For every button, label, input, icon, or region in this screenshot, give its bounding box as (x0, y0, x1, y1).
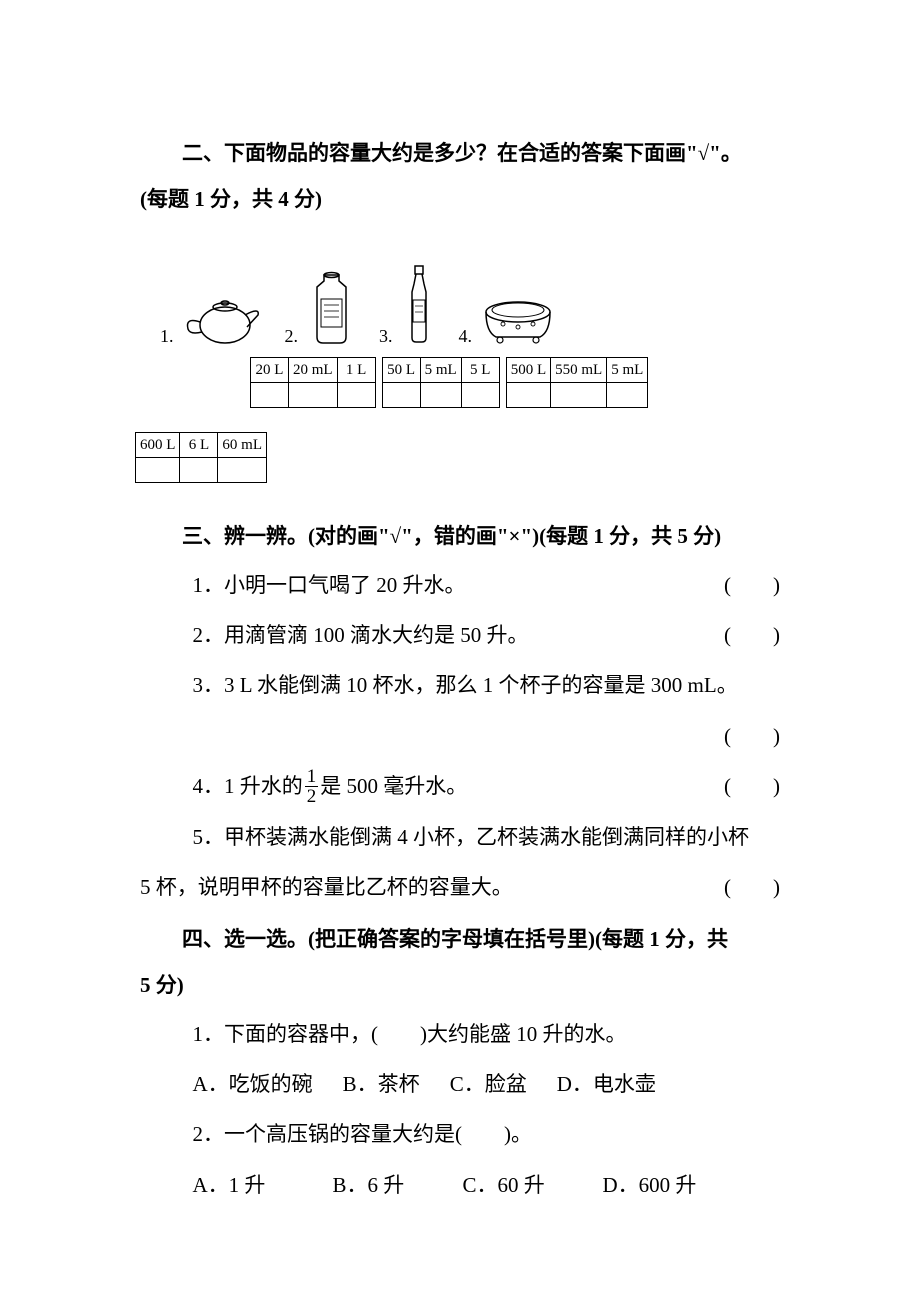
image-item-3: 3. (379, 262, 439, 347)
answer-cell[interactable] (382, 383, 420, 408)
section-2-title-line1: 二、下面物品的容量大约是多少？在合适的答案下面画"√"。 (140, 130, 780, 176)
answer-paren[interactable]: ( ) (724, 560, 780, 610)
fraction-half: 12 (305, 767, 319, 806)
section-4-title-l1: 四、选一选。(把正确答案的字母填在括号里)(每题 1 分，共 (140, 916, 780, 962)
answer-paren[interactable]: ( ) (724, 761, 780, 811)
s3-q2: 2．用滴管滴 100 滴水大约是 50 升。 ( ) (140, 610, 780, 660)
choice-table-4: 600 L 6 L 60 mL (135, 432, 267, 483)
item-number-3: 3. (379, 326, 393, 347)
table-cell: 600 L (136, 433, 180, 458)
option-c[interactable]: C．脸盆 (450, 1059, 527, 1109)
answer-paren[interactable]: ( ) (724, 711, 780, 761)
s4-q2-options: A．1 升 B．6 升 C．60 升 D．600 升 (140, 1160, 780, 1210)
section-2-images-row: 1. 2. 3. (160, 262, 780, 347)
table-cell: 550 mL (551, 358, 607, 383)
choice-table-2: 50 L 5 mL 5 L (382, 357, 500, 408)
s3-q4-pre: 4．1 升水的 (193, 774, 303, 798)
teapot-icon (180, 287, 265, 347)
choice-table-1: 20 L 20 mL 1 L (250, 357, 376, 408)
answer-cell[interactable] (461, 383, 499, 408)
fraction-den: 2 (305, 786, 319, 806)
item-number-4: 4. (459, 326, 473, 347)
rice-cooker-icon (478, 292, 558, 347)
choice-table-3: 500 L 550 mL 5 mL (506, 357, 649, 408)
section-4: 四、选一选。(把正确答案的字母填在括号里)(每题 1 分，共 5 分) 1．下面… (140, 916, 780, 1210)
table-cell: 5 L (461, 358, 499, 383)
section-2: 二、下面物品的容量大约是多少？在合适的答案下面画"√"。 (每题 1 分，共 4… (140, 130, 780, 483)
image-item-2: 2. (285, 267, 360, 347)
s3-q1-text: 1．小明一口气喝了 20 升水。 (193, 560, 466, 610)
s3-q5-l2-text: 5 杯，说明甲杯的容量比乙杯的容量大。 (140, 862, 513, 912)
answer-cell[interactable] (218, 458, 267, 483)
answer-paren[interactable]: ( ) (724, 610, 780, 660)
s3-q4: 4．1 升水的12是 500 毫升水。 ( ) (140, 761, 780, 811)
answer-cell[interactable] (289, 383, 338, 408)
option-d[interactable]: D．600 升 (603, 1160, 697, 1210)
section-3: 三、辨一辨。(对的画"√"，错的画"×")(每题 1 分，共 5 分) 1．小明… (140, 513, 780, 912)
s3-q2-text: 2．用滴管滴 100 滴水大约是 50 升。 (193, 610, 529, 660)
answer-cell[interactable] (337, 383, 375, 408)
table-cell: 50 L (382, 358, 420, 383)
table-cell: 20 L (251, 358, 289, 383)
option-d[interactable]: D．电水壶 (557, 1059, 656, 1109)
s3-q4-post: 是 500 毫升水。 (320, 774, 467, 798)
table-cell: 5 mL (420, 358, 461, 383)
table-cell: 5 mL (607, 358, 648, 383)
option-b[interactable]: B．茶杯 (343, 1059, 420, 1109)
table-cell: 1 L (337, 358, 375, 383)
s3-q1: 1．小明一口气喝了 20 升水。 ( ) (140, 560, 780, 610)
fraction-num: 1 (305, 767, 319, 786)
section-3-title: 三、辨一辨。(对的画"√"，错的画"×")(每题 1 分，共 5 分) (140, 513, 780, 559)
table-cell: 20 mL (289, 358, 338, 383)
s4-q1: 1．下面的容器中，( )大约能盛 10 升的水。 (140, 1009, 780, 1059)
s4-q2: 2．一个高压锅的容量大约是( )。 (140, 1109, 780, 1159)
answer-cell[interactable] (607, 383, 648, 408)
answer-cell[interactable] (551, 383, 607, 408)
item-number-1: 1. (160, 326, 174, 347)
image-item-4: 4. (459, 292, 559, 347)
section-2-title-line2: (每题 1 分，共 4 分) (140, 176, 780, 222)
s3-q3-line1: 3．3 L 水能倒满 10 杯水，那么 1 个杯子的容量是 300 mL。 (140, 660, 780, 710)
canister-icon (304, 267, 359, 347)
image-item-1: 1. (160, 287, 265, 347)
answer-cell[interactable] (420, 383, 461, 408)
tables-row-123: 20 L 20 mL 1 L 50 L 5 mL 5 L 500 L 550 m… (250, 357, 780, 408)
table-4-wrap: 600 L 6 L 60 mL (135, 432, 780, 483)
option-c[interactable]: C．60 升 (463, 1160, 573, 1210)
table-cell: 500 L (506, 358, 550, 383)
option-b[interactable]: B．6 升 (333, 1160, 433, 1210)
answer-cell[interactable] (136, 458, 180, 483)
s3-q3-text: 3．3 L 水能倒满 10 杯水，那么 1 个杯子的容量是 300 mL。 (193, 673, 738, 697)
s3-q4-text: 4．1 升水的12是 500 毫升水。 (193, 761, 468, 811)
s3-q3-paren-row: ( ) (140, 711, 780, 761)
s4-q1-options: A．吃饭的碗 B．茶杯 C．脸盆 D．电水壶 (140, 1059, 780, 1109)
answer-cell[interactable] (251, 383, 289, 408)
option-a[interactable]: A．吃饭的碗 (193, 1059, 313, 1109)
s3-q5-line2: 5 杯，说明甲杯的容量比乙杯的容量大。 ( ) (140, 862, 780, 912)
answer-paren[interactable]: ( ) (724, 862, 780, 912)
option-a[interactable]: A．1 升 (193, 1160, 303, 1210)
section-4-title-l2: 5 分) (140, 962, 780, 1008)
bottle-icon (399, 262, 439, 347)
table-cell: 60 mL (218, 433, 267, 458)
s3-q5-line1: 5．甲杯装满水能倒满 4 小杯，乙杯装满水能倒满同样的小杯 (140, 812, 780, 862)
table-cell: 6 L (180, 433, 218, 458)
item-number-2: 2. (285, 326, 299, 347)
answer-cell[interactable] (506, 383, 550, 408)
answer-cell[interactable] (180, 458, 218, 483)
